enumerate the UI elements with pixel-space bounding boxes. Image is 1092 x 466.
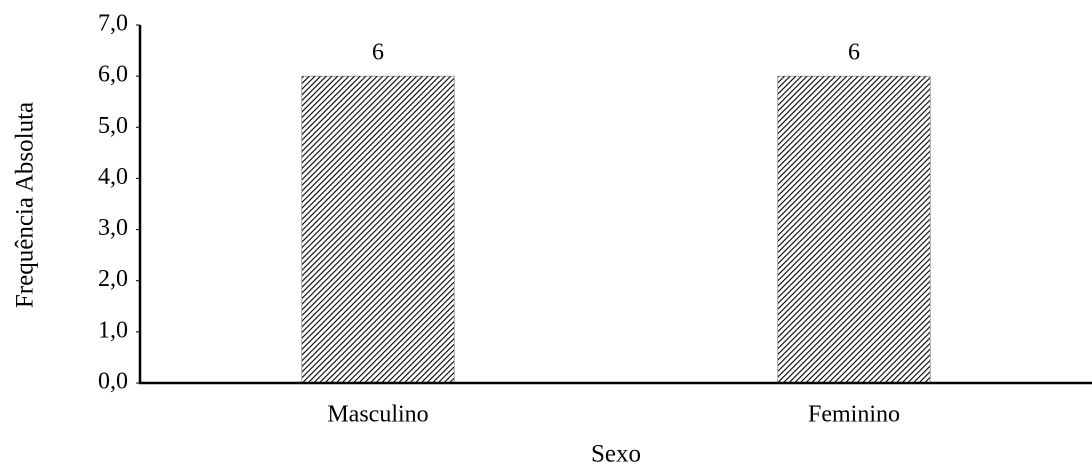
y-axis-label: Frequência Absoluta <box>12 102 39 308</box>
y-tick-label: 2,0 <box>98 266 128 292</box>
data-label: 6 <box>372 40 384 66</box>
data-label: 6 <box>848 40 860 66</box>
y-tick-label: 6,0 <box>98 62 128 88</box>
x-axis-label: Sexo <box>591 441 641 466</box>
y-tick-label: 1,0 <box>98 317 128 343</box>
y-tick-label: 7,0 <box>98 11 128 37</box>
y-tick-label: 4,0 <box>98 164 128 190</box>
y-tick-label: 5,0 <box>98 113 128 139</box>
x-tick-label: Masculino <box>327 402 428 428</box>
bar <box>301 75 455 384</box>
y-tick-label: 0,0 <box>98 369 128 395</box>
x-tick-label: Feminino <box>808 402 900 428</box>
bar <box>777 75 931 384</box>
y-tick-label: 3,0 <box>98 215 128 241</box>
